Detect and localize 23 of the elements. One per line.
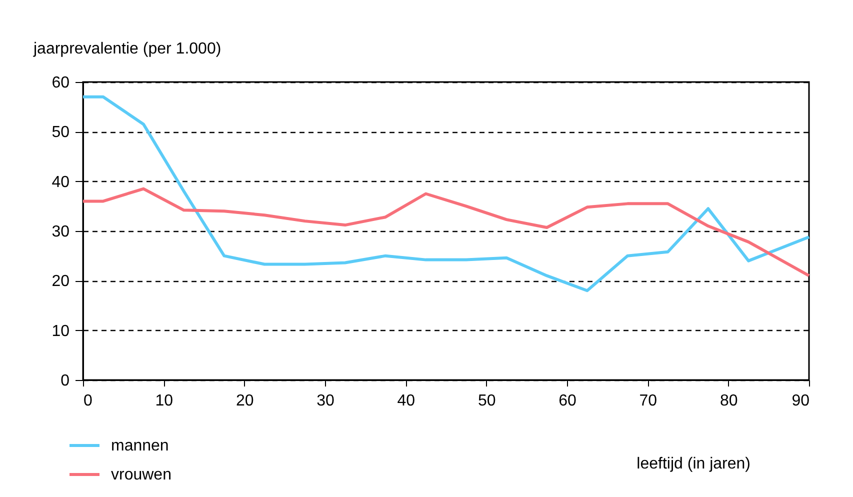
x-tick-label: 60 — [558, 392, 576, 410]
y-tick-label: 0 — [60, 372, 70, 390]
x-tick-label: 70 — [639, 392, 658, 410]
x-tick-label: 90 — [792, 392, 810, 410]
x-tick-label: 0 — [84, 392, 92, 410]
y-tick-label: 40 — [52, 174, 70, 191]
line-series — [82, 187, 810, 278]
y-tick-label: 30 — [52, 224, 70, 240]
legend-label: vrouwen — [111, 466, 172, 484]
x-tick-label: 10 — [155, 392, 174, 410]
line-series — [82, 95, 810, 292]
legend-label: mannen — [111, 438, 169, 454]
x-axis-title: leeftijd (in jaren) — [636, 456, 750, 472]
y-tick-label: 20 — [52, 273, 70, 290]
x-tick-label: 30 — [316, 392, 334, 410]
x-tick-label: 80 — [720, 392, 738, 410]
y-axis-title: jaarprevalentie (per 1.000) — [32, 40, 222, 58]
y-tick-label: 60 — [52, 74, 70, 92]
x-tick-label: 20 — [236, 392, 254, 410]
x-tick-label: 40 — [397, 392, 416, 410]
x-tick-label: 50 — [478, 392, 496, 410]
y-tick-label: 10 — [52, 322, 70, 340]
y-tick-label: 50 — [52, 124, 70, 142]
